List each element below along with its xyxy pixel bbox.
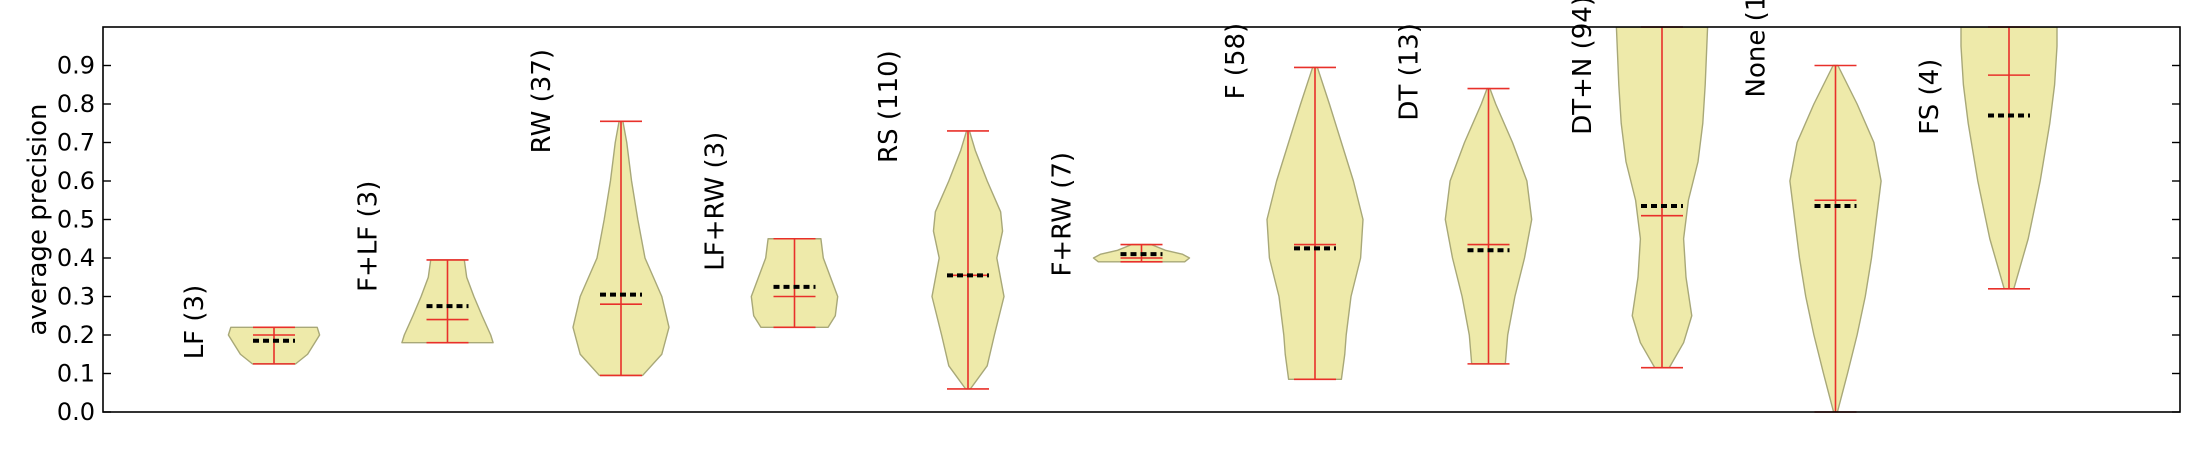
category-label: DT (13)	[1395, 23, 1425, 121]
category-label: LF+RW (3)	[701, 132, 731, 271]
violin-group: F+RW (7)	[1048, 152, 1191, 277]
violin-group: RS (110)	[874, 50, 1005, 390]
y-axis-label: average precision	[23, 104, 53, 336]
category-label: DT+N (94)	[1568, 0, 1598, 135]
category-label: FS (4)	[1915, 59, 1945, 135]
violin-group: FS (4)	[1915, 26, 2058, 290]
violin-group: F+LF (3)	[354, 181, 494, 344]
violin-group: LF (3)	[180, 285, 321, 365]
category-label: RW (37)	[527, 49, 557, 153]
violin-group: RW (37)	[527, 49, 670, 377]
y-tick-label: 0.5	[57, 206, 95, 234]
category-label: RS (110)	[874, 50, 904, 163]
y-tick-label: 0.4	[57, 244, 95, 272]
y-tick-label: 0.0	[57, 398, 95, 426]
y-tick-label: 0.1	[57, 360, 95, 388]
y-tick-label: 0.7	[57, 129, 95, 157]
y-tick-label: 0.6	[57, 167, 95, 195]
y-axis: 0.0 0.1 0.2 0.3 0.4 0.5 0.6 0.7 0.8 0.9	[57, 52, 2180, 426]
violin-group: F (58)	[1221, 23, 1364, 381]
violins-layer: LF (3) F+LF (3) RW (37) LF+RW (3) RS (110) F+…	[180, 0, 2058, 413]
y-tick-label: 0.8	[57, 90, 95, 118]
violin-group: LF+RW (3)	[701, 132, 839, 329]
category-label: None (136)	[1742, 0, 1772, 98]
category-label: F+RW (7)	[1048, 152, 1078, 277]
category-label: F+LF (3)	[354, 181, 384, 292]
category-label: LF (3)	[180, 285, 210, 360]
y-tick-label: 0.3	[57, 283, 95, 311]
violin-group: None (136)	[1742, 0, 1882, 413]
category-label: F (58)	[1221, 23, 1251, 100]
y-tick-label: 0.9	[57, 52, 95, 80]
violin-group: DT (13)	[1395, 23, 1533, 365]
y-tick-label: 0.2	[57, 321, 95, 349]
violin-group: DT+N (94)	[1568, 0, 1709, 369]
